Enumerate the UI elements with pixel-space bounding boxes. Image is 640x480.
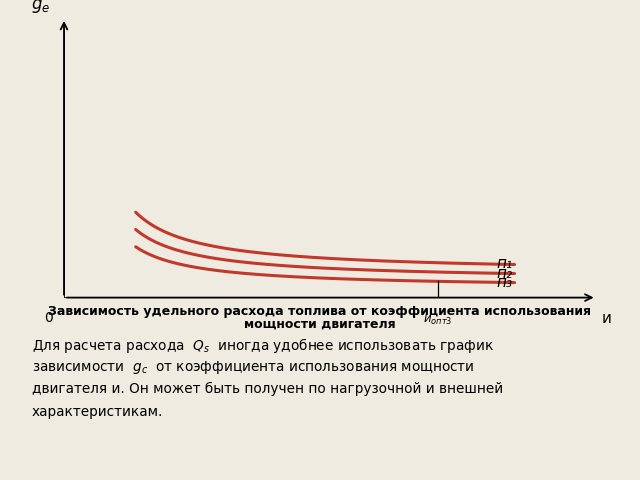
Text: $g_e$: $g_e$ [31,0,51,15]
Text: Зависимость удельного расхода топлива от коэффициента использования: Зависимость удельного расхода топлива от… [49,305,591,318]
Text: 0: 0 [44,311,53,325]
Text: п₁: п₁ [497,256,513,271]
Text: Для расчета расхода  $Q_s$  иногда удобнее использовать график: Для расчета расхода $Q_s$ иногда удобнее… [32,336,494,355]
Text: двигателя и. Он может быть получен по нагрузочной и внешней: двигателя и. Он может быть получен по на… [32,382,503,396]
Text: мощности двигателя: мощности двигателя [244,318,396,331]
Text: характеристикам.: характеристикам. [32,405,163,419]
Text: и: и [602,311,612,326]
Text: зависимости  $g_c$  от коэффициента использования мощности: зависимости $g_c$ от коэффициента исполь… [32,359,474,376]
Text: и$_{опт3}$: и$_{опт3}$ [423,314,452,327]
Text: п₃: п₃ [497,275,513,289]
Text: п₂: п₂ [497,265,513,280]
